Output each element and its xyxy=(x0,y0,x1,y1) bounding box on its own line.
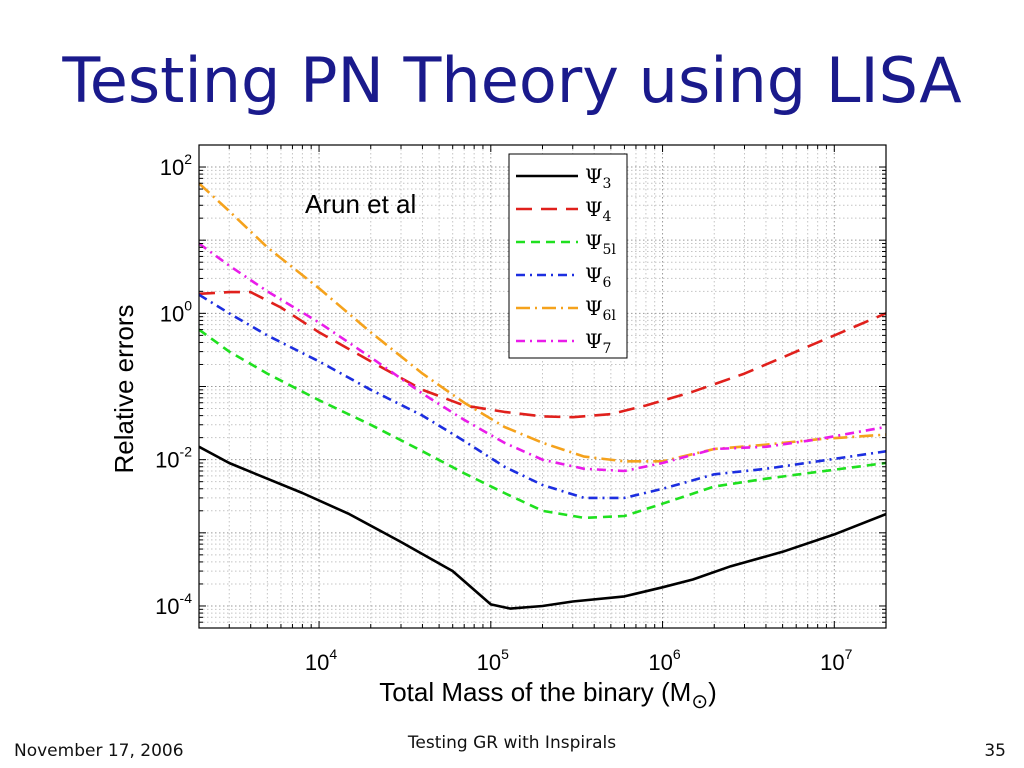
series-line-psi-5l xyxy=(199,328,886,520)
legend-box xyxy=(508,153,628,359)
x-axis-label-close: ) xyxy=(708,677,717,707)
legend-label-psi-6l: Ψ6l xyxy=(585,296,616,324)
y-tick-label: 10-2 xyxy=(155,444,192,473)
x-tick-label: 105 xyxy=(477,646,509,675)
series-line-psi-6 xyxy=(199,293,886,500)
y-tick-label: 102 xyxy=(160,151,192,180)
legend: Ψ3 Ψ4 Ψ5l Ψ6 Ψ6l Ψ7 xyxy=(508,153,628,359)
page-number: 35 xyxy=(984,741,1006,761)
legend-label-psi-4: Ψ4 xyxy=(585,197,612,225)
legend-label-psi-7: Ψ7 xyxy=(585,329,611,357)
x-tick-label: 104 xyxy=(305,646,337,675)
series-line-psi-7 xyxy=(199,242,886,473)
x-axis-label-text: Total Mass of the binary (M xyxy=(379,677,691,707)
axis-ticks: 104 105 106 107 10-4 10-2 100 102 xyxy=(155,144,887,675)
grid-lines xyxy=(198,144,887,629)
legend-label-psi-5l: Ψ5l xyxy=(585,230,616,258)
series-line-psi-3 xyxy=(199,445,886,610)
footer-date: November 17, 2006 xyxy=(14,741,184,761)
slide-title: Testing PN Theory using LISA xyxy=(62,44,962,117)
series-lines xyxy=(199,182,886,610)
series-line-psi-6l xyxy=(199,182,886,463)
chart-annotation: Arun et al xyxy=(305,189,416,219)
solar-mass-symbol: ⊙ xyxy=(691,691,708,713)
x-tick-label: 107 xyxy=(820,646,852,675)
y-tick-label: 10-4 xyxy=(155,590,192,619)
series-line-psi-4 xyxy=(199,290,886,419)
x-axis-label: Total Mass of the binary (M⊙) xyxy=(379,677,717,713)
footer-center-text: Testing GR with Inspirals xyxy=(407,733,617,753)
x-tick-label: 106 xyxy=(648,646,680,675)
y-tick-label: 100 xyxy=(160,297,192,326)
legend-label-psi-3: Ψ3 xyxy=(585,164,611,192)
y-axis-label: Relative errors xyxy=(109,304,139,473)
legend-label-psi-6: Ψ6 xyxy=(585,263,612,291)
